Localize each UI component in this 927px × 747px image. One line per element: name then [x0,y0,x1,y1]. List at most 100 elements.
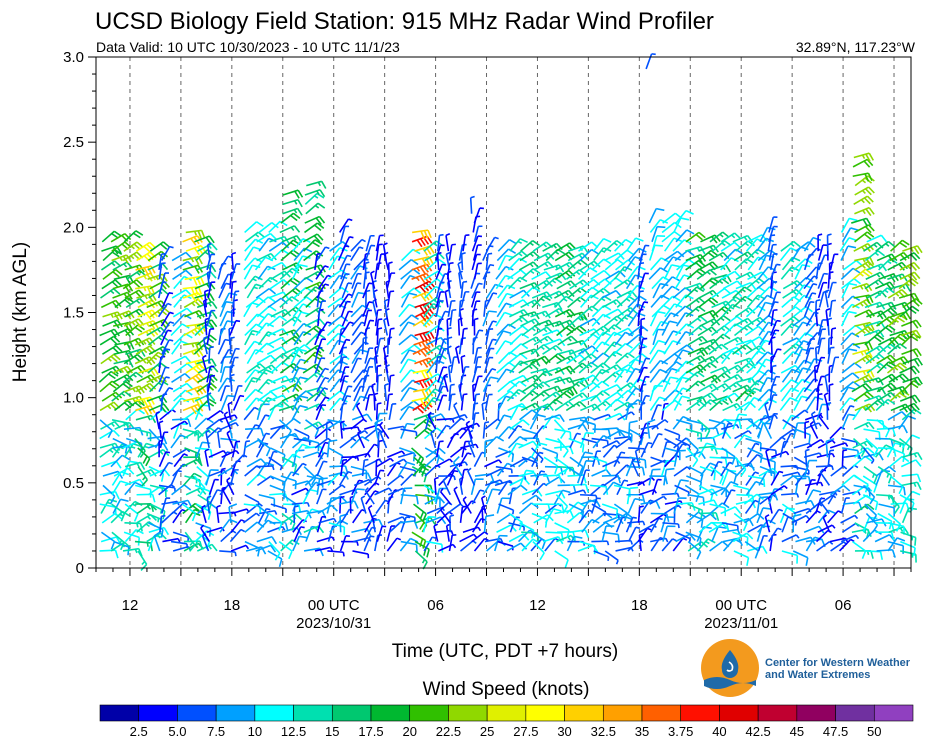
wind-barb [158,376,170,393]
wind-barb [854,206,875,217]
wind-barb [866,362,887,374]
wind-barb [206,495,212,514]
wind-barb [460,443,479,449]
wind-barb [817,328,826,346]
colorbar-swatch [641,704,682,722]
wind-barb [804,448,810,467]
wind-barb [280,212,301,224]
wind-barb [352,452,371,459]
wind-barb [631,458,640,477]
wind-barb [222,486,232,505]
wind-barb [413,418,434,430]
colorbar-swatch [835,704,875,722]
wind-barb [506,388,527,402]
wind-barb [218,282,230,299]
wind-barb [696,392,718,402]
wind-barb [602,481,622,496]
wind-barb [339,346,347,364]
wind-barb [768,412,778,430]
wind-barb [603,277,623,290]
wind-barb [159,409,177,421]
wind-barb [205,469,219,486]
wind-barb [219,550,237,557]
wind-barb [339,395,352,411]
wind-barb [269,400,290,412]
wind-barb [355,402,365,421]
wind-barb [533,514,554,524]
wind-barb [827,449,835,467]
colorbar-swatch [564,704,604,722]
wind-barb [852,494,874,505]
wind-barb [743,493,764,505]
wind-barb [591,456,608,471]
wind-barb [734,429,752,440]
wind-barb [853,152,875,162]
wind-barb [351,479,364,496]
wind-barb [650,432,663,449]
wind-barb [486,283,504,299]
colorbar-swatch [448,704,488,722]
wind-barb [662,525,676,542]
logo-text-line1: Center for Western Weather [765,657,911,669]
wind-barb [231,440,241,458]
wind-barb [363,366,374,383]
wind-barb [569,456,584,475]
wind-barb [723,323,743,337]
wind-barb [628,325,649,337]
wind-barb [508,299,530,309]
wind-barb [672,415,691,430]
wind-barb [663,340,681,355]
wind-barb [838,538,855,552]
wind-barb [566,465,582,484]
wind-barb [485,236,499,252]
wind-barb [637,431,648,449]
wind-barb [356,430,366,449]
wind-barb [710,484,728,498]
wind-barb [304,192,325,205]
wind-barb [485,338,497,355]
wind-barb [710,264,732,273]
wind-barb [554,289,575,299]
wind-barb [471,300,481,317]
wind-barb [256,475,275,487]
wind-barb [759,447,777,455]
wind-barb [442,477,451,496]
wind-barb [399,512,416,522]
wind-barb [424,455,445,468]
wind-barb [613,451,626,467]
wind-barb [170,420,189,430]
wind-barb [206,365,215,383]
wind-barb [723,489,736,505]
wind-barb [482,310,497,327]
colorbar-swatch [254,704,294,722]
wind-barb [161,291,174,308]
wind-barb [805,396,824,411]
wind-barb [134,396,155,407]
wind-barb [462,234,470,252]
wind-barb [424,325,445,337]
wind-barb [494,534,508,552]
wind-barb [170,540,189,548]
wind-barb [460,366,470,383]
wind-barb [242,512,260,524]
wind-barb [579,381,601,393]
wind-barb [769,319,781,336]
colorbar-label: 3.75 [668,724,693,739]
wind-barb [208,346,214,364]
wind-barb [769,375,780,392]
wind-barb [711,526,727,542]
wind-barb [567,259,588,271]
wind-barb [304,222,325,234]
wind-barb [400,422,415,439]
wind-barb [448,393,456,411]
wind-barb [553,295,574,308]
wind-barb [446,469,459,486]
wind-barb [509,309,530,318]
wind-barb [303,371,324,383]
wind-barb [851,382,873,393]
wind-barb [257,364,278,374]
colorbar-swatch [215,704,256,722]
wind-barb [685,380,706,393]
wind-barb [102,269,123,280]
wind-barb [484,347,495,364]
